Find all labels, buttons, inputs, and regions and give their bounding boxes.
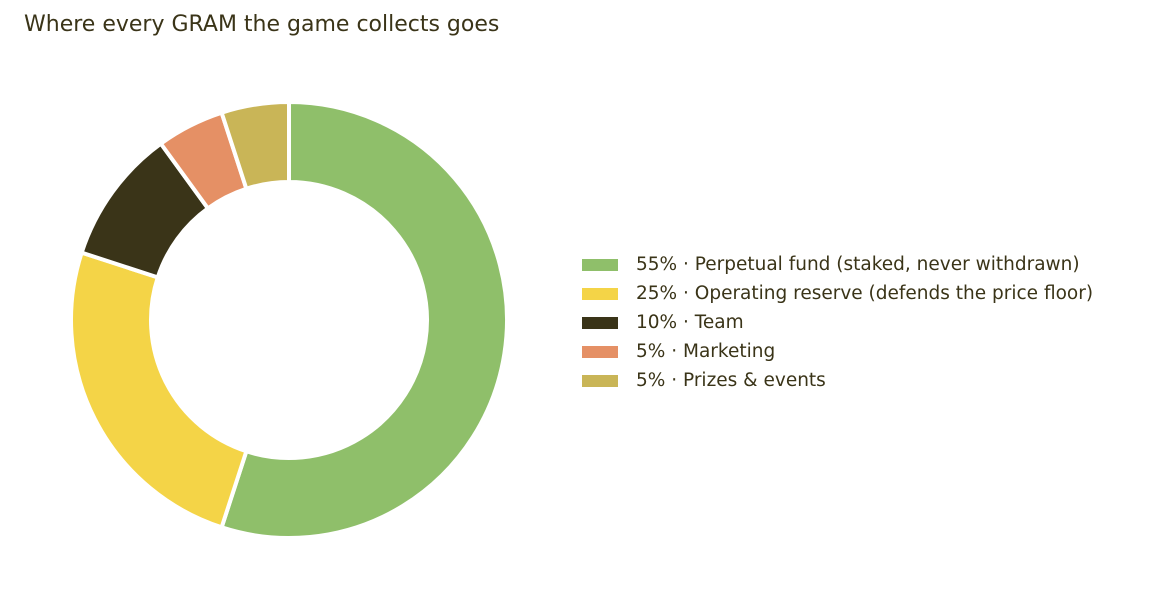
legend-swatch	[582, 258, 618, 271]
legend-swatch	[582, 287, 618, 300]
legend-swatch	[582, 345, 618, 358]
legend-item-operating-reserve: 25% · Operating reserve (defends the pri…	[582, 279, 1093, 308]
legend-label: 5% · Prizes & events	[636, 370, 826, 391]
chart-legend: 55% · Perpetual fund (staked, never with…	[582, 250, 1093, 395]
donut-slice-perpetual-fund	[219, 99, 509, 540]
legend-label: 25% · Operating reserve (defends the pri…	[636, 283, 1094, 304]
legend-swatch	[582, 316, 618, 329]
donut-slice-prizes-events	[219, 99, 291, 192]
legend-label: 55% · Perpetual fund (staked, never with…	[636, 254, 1080, 275]
legend-label: 5% · Marketing	[636, 341, 776, 362]
donut-slice-operating-reserve	[69, 250, 249, 530]
chart-title: Where every GRAM the game collects goes	[24, 12, 500, 37]
legend-item-prizes-events: 5% · Prizes & events	[582, 366, 1093, 395]
legend-item-team: 10% · Team	[582, 308, 1093, 337]
legend-item-marketing: 5% · Marketing	[582, 337, 1093, 366]
donut-chart	[69, 99, 509, 540]
legend-swatch	[582, 374, 618, 387]
legend-item-perpetual-fund: 55% · Perpetual fund (staked, never with…	[582, 250, 1093, 279]
legend-label: 10% · Team	[636, 312, 744, 333]
